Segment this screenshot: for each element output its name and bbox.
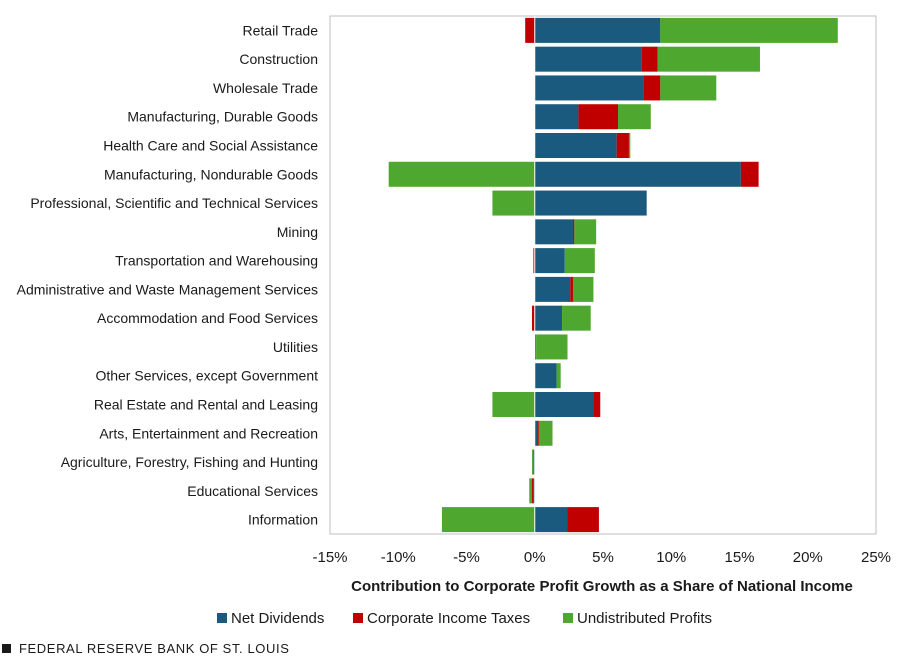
x-tick-label-3: 0% [524,549,546,566]
category-label-health-care-and-social-assistance: Health Care and Social Assistance [103,138,318,154]
x-axis-title: Contribution to Corporate Profit Growth … [351,578,853,595]
category-label-retail-trade: Retail Trade [243,22,319,38]
bar-net-dividends-other-services-except-government [534,363,557,389]
bar-net-dividends-arts-entertainment-and-recreation [534,420,538,446]
bar-corporate-income-taxes-wholesale-trade [643,75,661,101]
bar-undistributed-profits-arts-entertainment-and-recreation [538,420,553,446]
x-tick-label-0: -15% [312,549,347,566]
bars-group [388,17,838,533]
category-label-educational-services: Educational Services [187,483,318,499]
bar-undistributed-profits-health-care-and-social-assistance [628,133,631,158]
bar-net-dividends-wholesale-trade [534,75,644,101]
category-label-administrative-and-waste-management-services: Administrative and Waste Management Serv… [17,281,318,297]
plot-area-border [329,15,877,535]
bar-corporate-income-taxes-manufacturing-durable-goods [578,104,619,130]
bar-net-dividends-information [534,507,568,533]
bar-corporate-income-taxes-transportation-and-warehousing [533,248,535,274]
bar-net-dividends-professional-scientific-and-technical-services [534,190,647,216]
bar-undistributed-profits-retail-trade [660,17,838,43]
category-label-construction: Construction [239,51,318,67]
bar-undistributed-profits-construction [657,46,760,72]
category-label-agriculture-forestry-fishing-and-hunting: Agriculture, Forestry, Fishing and Hunti… [61,454,318,470]
category-label-accommodation-and-food-services: Accommodation and Food Services [97,310,318,326]
bar-undistributed-profits-utilities [536,334,568,360]
bar-corporate-income-taxes-administrative-and-waste-management-services [570,276,573,302]
legend: Net Dividends Corporate Income Taxes Undis… [217,610,712,627]
bar-undistributed-profits-agriculture-forestry-fishing-and-hunting [532,449,534,475]
footer-source-text: FEDERAL RESERVE BANK OF ST. LOUIS [19,641,290,656]
plot-frame [329,15,877,535]
bar-corporate-income-taxes-retail-trade [525,17,535,43]
category-label-transportation-and-warehousing: Transportation and Warehousing [115,253,318,269]
bar-corporate-income-taxes-manufacturing-nondurable-goods [740,161,759,187]
bar-undistributed-profits-mining [574,219,597,245]
legend-swatch-net-dividends [217,613,227,623]
bar-corporate-income-taxes-mining [572,219,575,245]
category-label-wholesale-trade: Wholesale Trade [213,80,318,96]
bar-undistributed-profits-real-estate-and-rental-and-leasing [492,392,535,417]
bar-undistributed-profits-transportation-and-warehousing [564,248,595,274]
x-tick-label-1: -10% [381,549,416,566]
bar-undistributed-profits-professional-scientific-and-technical-services [492,190,535,216]
bar-net-dividends-utilities [534,334,537,360]
bar-net-dividends-administrative-and-waste-management-services [534,276,571,302]
legend-label-undistributed-profits: Undistributed Profits [577,610,712,627]
category-label-information: Information [248,512,318,528]
x-tick-labels: -15% -10% -5% 0% 5% 10% 15% 20% 25% [312,549,891,566]
bar-net-dividends-agriculture-forestry-fishing-and-hunting [533,449,535,475]
x-tick-label-4: 5% [592,549,614,566]
bar-net-dividends-retail-trade [534,17,661,43]
bar-undistributed-profits-manufacturing-durable-goods [618,104,651,130]
footer-square-icon [2,644,11,653]
x-tick-label-2: -5% [453,549,480,566]
footer: FEDERAL RESERVE BANK OF ST. LOUIS [2,641,289,656]
bar-corporate-income-taxes-accommodation-and-food-services [532,305,535,331]
bar-undistributed-profits-information [441,507,535,533]
legend-label-corporate-income-taxes: Corporate Income Taxes [367,610,530,627]
bar-net-dividends-construction [534,46,642,72]
bar-corporate-income-taxes-real-estate-and-rental-and-leasing [593,392,601,417]
bar-net-dividends-manufacturing-durable-goods [534,104,579,130]
bar-corporate-income-taxes-information [567,507,599,533]
bar-undistributed-profits-wholesale-trade [660,75,717,101]
category-label-utilities: Utilities [273,339,318,355]
bar-net-dividends-mining [534,219,573,245]
category-label-mining: Mining [277,224,318,240]
bar-undistributed-profits-other-services-except-government [556,363,561,389]
x-tick-label-5: 10% [656,549,686,566]
bar-undistributed-profits-accommodation-and-food-services [562,305,591,331]
bar-undistributed-profits-administrative-and-waste-management-services [572,276,594,302]
category-label-manufacturing-durable-goods: Manufacturing, Durable Goods [127,109,318,125]
x-tick-label-7: 20% [793,549,823,566]
legend-swatch-corporate-income-taxes [353,613,363,623]
bar-net-dividends-health-care-and-social-assistance [534,133,617,158]
x-tick-label-8: 25% [861,549,891,566]
category-label-other-services-except-government: Other Services, except Government [95,368,318,384]
bar-undistributed-profits-educational-services [529,478,533,504]
bar-net-dividends-manufacturing-nondurable-goods [534,161,741,187]
bar-corporate-income-taxes-health-care-and-social-assistance [616,133,629,158]
category-label-manufacturing-nondurable-goods: Manufacturing, Nondurable Goods [104,166,318,182]
category-label-real-estate-and-rental-and-leasing: Real Estate and Rental and Leasing [94,397,318,413]
x-tick-label-6: 15% [724,549,754,566]
bar-net-dividends-accommodation-and-food-services [534,305,563,331]
legend-swatch-undistributed-profits [563,613,573,623]
category-labels: Retail Trade Construction Wholesale Trade M… [17,22,319,527]
bar-corporate-income-taxes-arts-entertainment-and-recreation [537,420,539,446]
bar-corporate-income-taxes-educational-services [532,478,534,504]
bar-undistributed-profits-manufacturing-nondurable-goods [388,161,535,187]
category-label-professional-scientific-and-technical-services: Professional, Scientific and Technical S… [30,195,318,211]
bar-net-dividends-real-estate-and-rental-and-leasing [534,392,594,417]
bar-corporate-income-taxes-construction [641,46,658,72]
bar-net-dividends-transportation-and-warehousing [534,248,565,274]
legend-label-net-dividends: Net Dividends [231,610,324,627]
category-label-arts-entertainment-and-recreation: Arts, Entertainment and Recreation [99,425,318,441]
bar-net-dividends-educational-services [533,478,535,504]
